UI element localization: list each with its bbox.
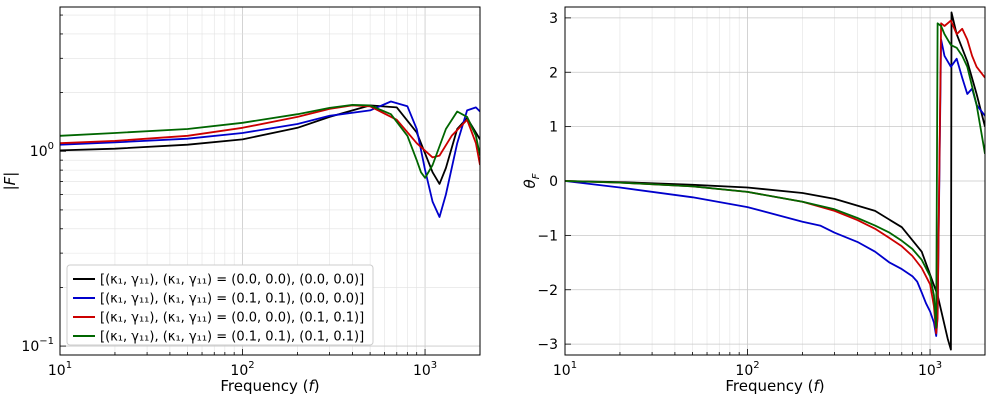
legend-entry-3: [(κ₁, γ₁₁), (κ₁, γ₁₁) = (0.0, 0.0), (0.1… (100, 311, 364, 326)
series-line-4 (60, 104, 480, 179)
y-tick-label: 0 (549, 174, 558, 190)
x-tick-label: 102 (230, 360, 254, 379)
plot-frame (59, 6, 481, 356)
x-tick-label: 101 (48, 360, 72, 379)
series-line-2 (60, 100, 480, 218)
series-line-4 (565, 22, 985, 329)
legend-box (66, 264, 374, 346)
legend-entry-2: [(κ₁, γ₁₁), (κ₁, γ₁₁) = (0.1, 0.1), (0.0… (100, 292, 364, 307)
grid (564, 7, 986, 355)
x-tick-label: 101 (553, 360, 577, 379)
legend-entry-4: [(κ₁, γ₁₁), (κ₁, γ₁₁) = (0.1, 0.1), (0.1… (100, 330, 364, 345)
legend-entry-1: [(κ₁, γ₁₁), (κ₁, γ₁₁) = (0.0, 0.0), (0.0… (100, 273, 364, 288)
chart-2: 101 102 103 −3 −2 −1 0 1 2 3 Frequency (f) θF (521, 6, 986, 395)
plot-frame (564, 6, 986, 356)
series-line-2 (565, 38, 985, 337)
legend: [(κ₁, γ₁₁), (κ₁, γ₁₁) = (0.0, 0.0), (0.0… (66, 264, 374, 346)
x-axis-label: Frequency (f) (725, 377, 824, 395)
y-tick-label: 100 (30, 141, 54, 160)
y-tick-label: −3 (537, 337, 558, 353)
series-line-1 (565, 11, 985, 351)
x-tick-label: 103 (918, 360, 942, 379)
y-tick-label: 3 (549, 11, 558, 27)
series-group (565, 11, 985, 351)
series-line-1 (60, 104, 480, 185)
series-group (60, 100, 480, 218)
series-line-3 (60, 104, 480, 166)
y-tick-label: 2 (549, 65, 558, 81)
x-axis-label: Frequency (f) (220, 377, 319, 395)
x-tick-label: 102 (735, 360, 759, 379)
y-tick-label: −2 (537, 283, 558, 299)
y-axis-label: θF (521, 173, 542, 188)
y-tick-label: −1 (537, 228, 558, 244)
chart-1: 101 102 103 10−1 100 Frequency (f) |F| [(κ₁, γ₁… (1, 6, 481, 395)
x-tick-label: 103 (413, 360, 437, 379)
y-tick-label: 10−1 (21, 336, 54, 355)
y-axis-label: |F| (1, 172, 19, 191)
y-tick-label: 1 (549, 120, 558, 136)
